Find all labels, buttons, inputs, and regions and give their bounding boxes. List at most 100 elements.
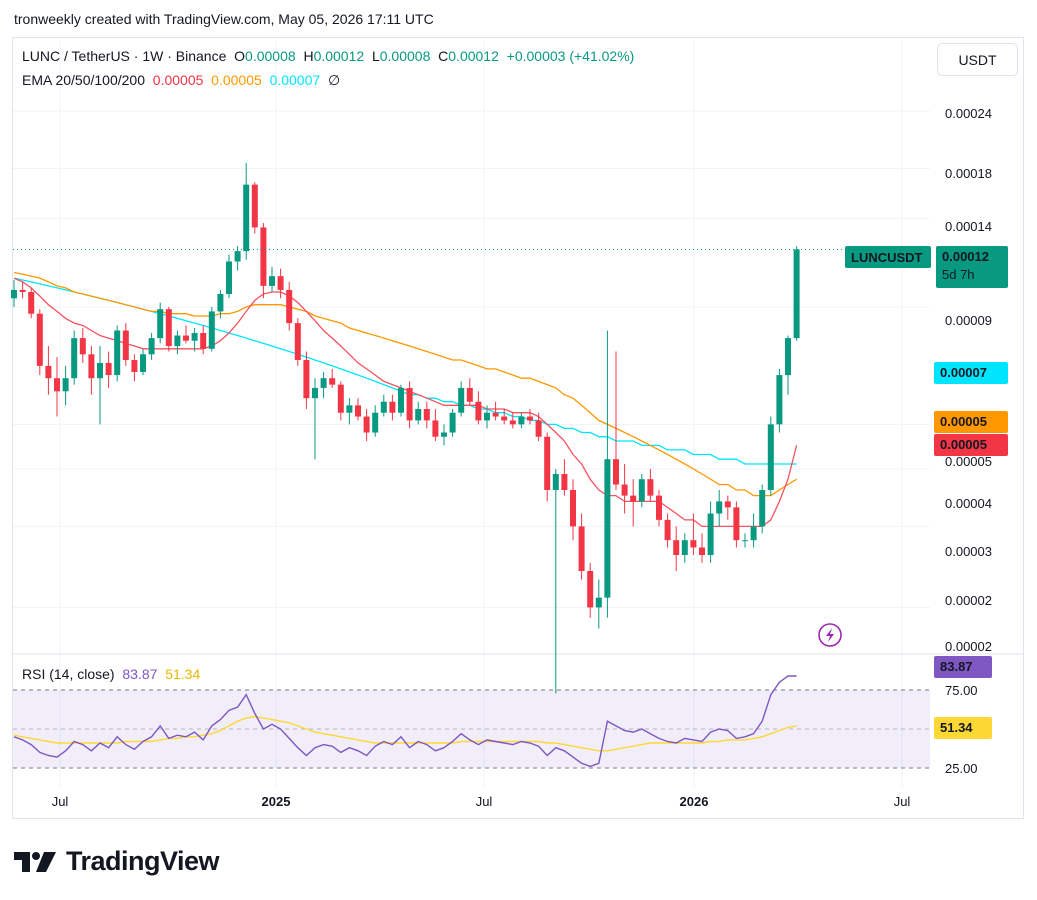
price-axis-tick: 0.00002 <box>945 639 992 654</box>
change-value: +0.00003 (+41.02%) <box>506 48 635 64</box>
candle-body <box>535 420 542 437</box>
candle-body <box>604 459 611 598</box>
candle-body <box>776 375 783 425</box>
candle-body <box>621 484 628 496</box>
candle-body <box>79 338 86 355</box>
candle-body <box>312 387 318 399</box>
candle-body <box>759 489 766 527</box>
price-axis-tick: 0.00004 <box>945 496 992 511</box>
candle-body <box>398 387 404 413</box>
tradingview-logo[interactable]: TradingView <box>14 846 220 877</box>
ema-label[interactable]: EMA 20/50/100/200 <box>22 72 145 88</box>
candle-body <box>226 261 232 295</box>
candle-body <box>217 294 224 312</box>
time-axis-label: Jul <box>476 794 493 809</box>
ema100-value: 0.00007 <box>269 72 321 88</box>
candle-body <box>191 332 198 341</box>
ema100-badge-text: 0.00007 <box>940 365 987 380</box>
candle-body <box>243 184 250 252</box>
candle-body <box>251 184 258 228</box>
attribution-text: tronweekly created with TradingView.com,… <box>14 11 434 27</box>
candle-body <box>785 338 791 376</box>
candle-body <box>690 540 697 548</box>
candle-body <box>140 354 146 372</box>
price-axis-tick: 0.00014 <box>945 219 992 234</box>
candle-body <box>36 313 43 366</box>
candle-body <box>122 330 129 361</box>
candle-body <box>269 276 275 286</box>
rsi-ma-value: 51.34 <box>165 666 201 682</box>
rsi-label[interactable]: RSI (14, close) <box>22 666 115 682</box>
candle-body <box>97 362 103 379</box>
candle-body <box>793 249 800 339</box>
candle-body <box>466 387 473 402</box>
high-label: H <box>303 48 314 64</box>
candle-body <box>415 408 422 421</box>
candle-body <box>595 597 602 608</box>
candle-body <box>260 227 267 286</box>
candle-body <box>208 311 215 349</box>
symbol-badge-text: LUNCUSDT <box>851 250 923 265</box>
candle-body <box>355 405 361 417</box>
candle-body <box>432 420 439 437</box>
candle-body <box>681 540 688 556</box>
candle-body <box>183 335 189 341</box>
candle-body <box>475 401 482 421</box>
candle-body <box>423 408 430 421</box>
candle-body <box>19 289 26 292</box>
rsi-axis-tick: 75.00 <box>945 683 978 698</box>
candle-body <box>105 362 112 376</box>
candle-body <box>389 401 396 413</box>
candle-body <box>294 323 301 361</box>
price-axis-tick: 0.00018 <box>945 166 992 181</box>
time-axis-label: Jul <box>52 794 69 809</box>
ema50-value: 0.00005 <box>211 72 262 88</box>
rsi-axis-tick: 25.00 <box>945 761 978 776</box>
time-axis-label: Jul <box>894 794 911 809</box>
candle-body <box>716 501 723 514</box>
candle-body <box>458 387 465 413</box>
candle-body <box>656 495 662 520</box>
ema20-badge <box>934 434 1008 456</box>
candle-body <box>54 378 60 392</box>
symbol-line[interactable]: LUNC / TetherUS · 1W · Binance <box>22 48 227 64</box>
candle-body <box>750 526 757 541</box>
candle-body <box>62 378 69 392</box>
candle-body <box>707 513 714 556</box>
open-value: 0.00008 <box>245 48 296 64</box>
candle-body <box>131 360 138 372</box>
candle-body <box>664 519 671 541</box>
candle-body <box>337 384 344 413</box>
rsi-value: 83.87 <box>122 666 158 682</box>
low-label: L <box>371 48 380 64</box>
candle-body <box>11 289 17 299</box>
candle-body <box>527 416 533 421</box>
time-axis-label: 2025 <box>262 794 291 809</box>
ema20-value: 0.00005 <box>152 72 204 88</box>
currency-unit-button[interactable]: USDT <box>937 43 1018 76</box>
candle-body <box>148 338 155 355</box>
chart-frame <box>12 37 1024 819</box>
candle-body <box>578 526 585 571</box>
candle-body <box>492 412 499 417</box>
candle-body <box>372 412 379 433</box>
last-price-badge-text: 0.00012 <box>942 249 989 264</box>
candle-body <box>561 474 568 490</box>
ema20-badge-text: 0.00005 <box>940 437 987 452</box>
price-axis-tick: 0.00005 <box>945 454 992 469</box>
close-label: C <box>438 48 449 64</box>
price-axis-tick: 0.00024 <box>945 106 992 121</box>
candle-body <box>552 474 559 490</box>
ema200-value: ∅ <box>327 72 341 88</box>
candle-body <box>638 479 645 502</box>
candle-body <box>441 432 447 437</box>
rsi-ma-badge-text: 51.34 <box>940 720 973 735</box>
rsi-ma-badge <box>934 717 992 739</box>
ema100-badge <box>934 362 1008 384</box>
candle-body <box>724 501 731 508</box>
ema-legend: EMA 20/50/100/200 0.00005 0.00005 0.0000… <box>22 72 340 89</box>
candle-body <box>157 309 164 339</box>
candle-body <box>613 459 619 485</box>
tradingview-logo-icon <box>14 851 56 872</box>
